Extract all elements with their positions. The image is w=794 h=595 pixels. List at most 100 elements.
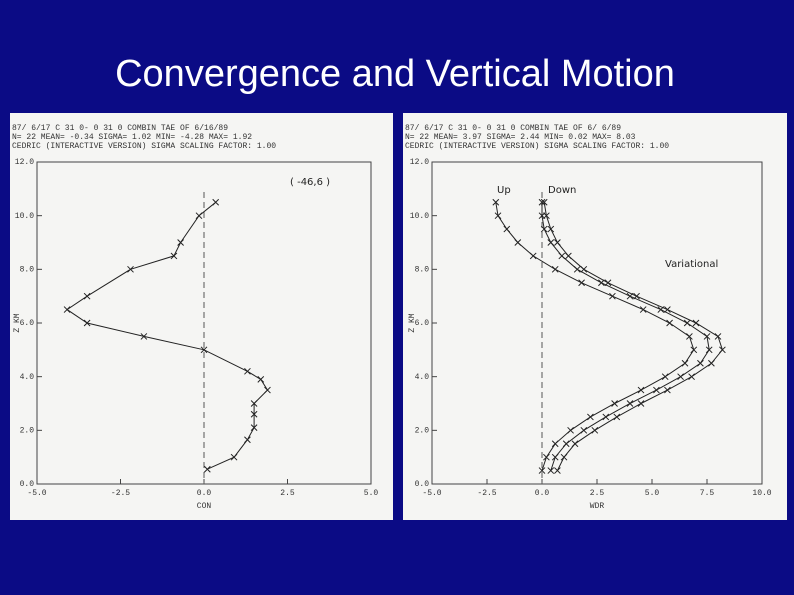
point-marker <box>666 319 673 327</box>
point-marker <box>492 198 500 206</box>
point-marker <box>547 467 555 474</box>
x-tick-label: -5.0 <box>27 489 46 498</box>
point-marker <box>664 386 671 394</box>
point-marker <box>547 225 555 233</box>
y-tick-label: 4.0 <box>415 373 430 382</box>
point-marker <box>560 453 568 461</box>
point-marker <box>264 386 271 394</box>
point-marker <box>494 212 502 220</box>
point-marker <box>538 198 546 206</box>
point-marker <box>177 239 184 246</box>
y-tick-label: 0.0 <box>20 480 35 489</box>
point-marker <box>83 319 91 327</box>
point-marker <box>558 252 566 260</box>
y-tick-label: 8.0 <box>415 265 430 274</box>
point-marker <box>573 265 581 273</box>
point-marker <box>604 279 612 287</box>
annotation: ( -46,6 ) <box>290 177 330 188</box>
left-panel <box>10 113 393 520</box>
point-marker <box>195 212 203 220</box>
point-marker <box>578 279 585 287</box>
point-marker <box>551 265 559 273</box>
point-marker <box>708 359 715 367</box>
point-marker <box>602 413 610 421</box>
point-marker <box>212 198 220 206</box>
point-marker <box>529 252 537 260</box>
point-marker <box>719 346 726 354</box>
x-tick-label: 2.5 <box>280 489 295 498</box>
x-tick-label: 7.5 <box>700 489 715 498</box>
point-marker <box>639 306 647 313</box>
point-marker <box>686 333 693 340</box>
point-marker <box>681 359 689 367</box>
y-tick-label: 12.0 <box>15 158 34 167</box>
point-marker <box>543 453 550 461</box>
point-marker <box>611 400 618 407</box>
point-marker <box>580 265 588 273</box>
annotation: Variational <box>665 259 718 270</box>
x-axis-label: CON <box>197 502 212 511</box>
point-marker <box>203 465 211 473</box>
point-marker <box>551 440 559 448</box>
point-marker <box>503 225 511 233</box>
point-marker <box>692 319 700 327</box>
y-axis-label: Z KM <box>408 313 417 332</box>
point-marker <box>250 424 258 432</box>
point-marker <box>554 467 561 474</box>
point-marker <box>244 367 251 375</box>
point-marker <box>703 333 711 340</box>
point-marker <box>683 319 691 327</box>
x-tick-label: 5.0 <box>645 489 660 498</box>
y-tick-label: 0.0 <box>415 480 430 489</box>
y-tick-label: 10.0 <box>15 212 34 221</box>
point-marker <box>688 373 695 381</box>
plot-header: CEDRIC (INTERACTIVE VERSION) SIGMA SCALI… <box>405 142 669 151</box>
point-marker <box>677 373 684 381</box>
right-panel <box>403 113 787 520</box>
point-marker <box>637 400 645 407</box>
point-marker <box>714 333 722 340</box>
x-tick-label: 0.0 <box>197 489 212 498</box>
x-tick-label: -5.0 <box>422 489 441 498</box>
point-marker <box>653 386 660 394</box>
y-tick-label: 4.0 <box>20 373 35 382</box>
y-tick-label: 10.0 <box>410 212 429 221</box>
point-marker <box>547 239 555 246</box>
point-marker <box>540 225 548 233</box>
x-tick-label: -2.5 <box>111 489 130 498</box>
x-tick-label: -2.5 <box>477 489 496 498</box>
point-marker <box>587 413 594 421</box>
y-tick-label: 2.0 <box>20 426 35 435</box>
point-marker <box>140 333 148 340</box>
point-marker <box>565 252 572 260</box>
point-marker <box>250 410 258 418</box>
point-marker <box>63 306 71 313</box>
point-marker <box>230 453 238 461</box>
slide-title: Convergence and Vertical Motion <box>115 53 675 95</box>
point-marker <box>250 400 258 407</box>
annotation: Down <box>548 185 576 196</box>
point-marker <box>690 346 698 354</box>
point-marker <box>543 212 550 220</box>
point-marker <box>580 426 588 434</box>
point-marker <box>609 292 616 300</box>
x-tick-label: 2.5 <box>590 489 605 498</box>
y-tick-label: 2.0 <box>415 426 430 435</box>
x-tick-label: 10.0 <box>752 489 771 498</box>
point-marker <box>664 306 671 313</box>
point-marker <box>551 453 559 461</box>
point-marker <box>554 239 561 246</box>
x-axis-label: WDR <box>590 502 605 511</box>
point-marker <box>626 400 634 407</box>
point-marker <box>257 375 265 383</box>
point-marker <box>170 252 178 260</box>
point-marker <box>540 198 548 206</box>
point-marker <box>83 292 91 300</box>
x-tick-label: 0.0 <box>535 489 550 498</box>
point-marker <box>613 413 621 421</box>
point-marker <box>633 292 640 300</box>
point-marker <box>591 426 599 434</box>
point-marker <box>200 346 208 354</box>
point-marker <box>538 467 546 474</box>
point-marker <box>705 346 713 354</box>
